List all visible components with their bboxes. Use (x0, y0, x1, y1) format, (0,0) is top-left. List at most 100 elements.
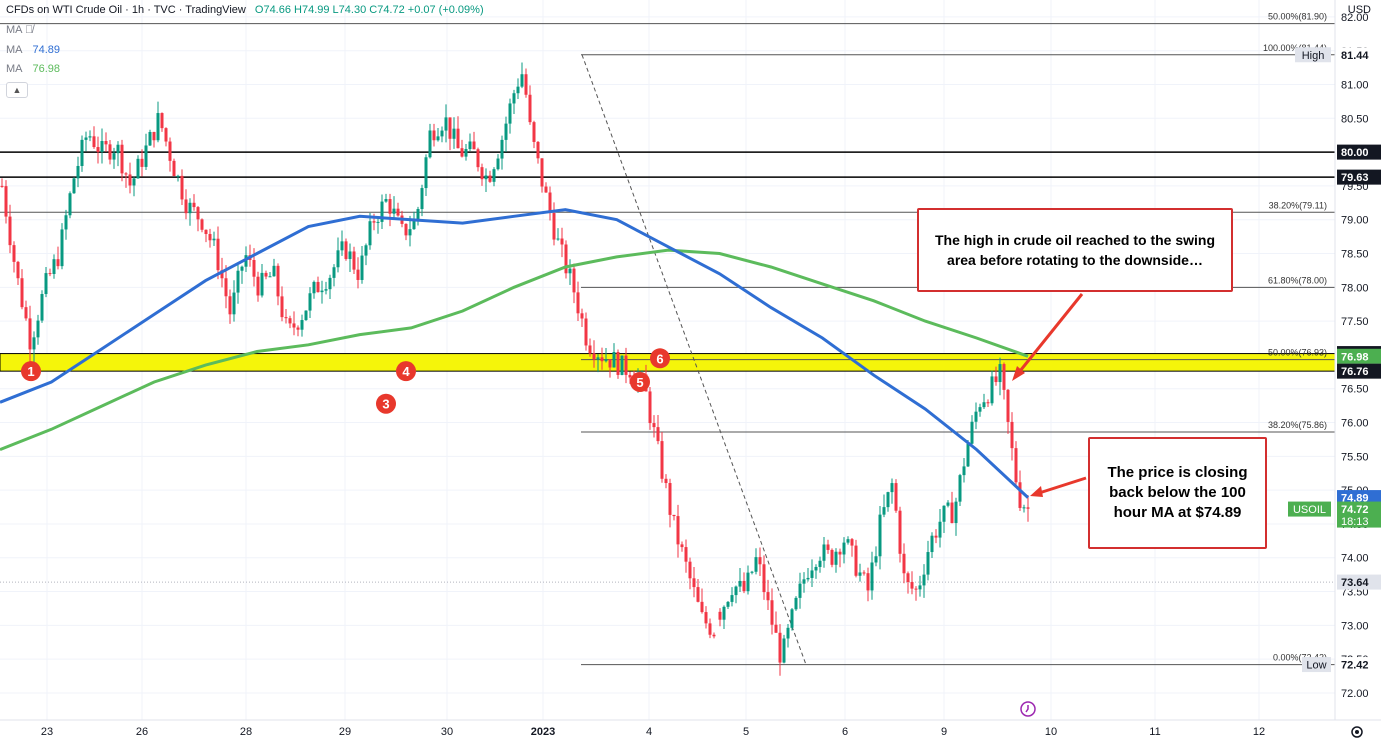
price-label-bg (1337, 47, 1381, 63)
candle-body (172, 160, 176, 177)
eye-off-icon[interactable]: 👁̸ (24, 24, 34, 36)
candle-body (866, 573, 870, 591)
candle-body (858, 572, 862, 576)
candle-body (922, 574, 926, 586)
candle-body (0, 185, 4, 187)
candle-body (220, 270, 224, 279)
indicator-ma-200[interactable]: MA 76.98 (6, 63, 61, 75)
candle-body (660, 441, 664, 479)
candle-body (770, 600, 774, 625)
alert-clock-icon[interactable] (1020, 701, 1036, 717)
candle-body (308, 293, 312, 311)
time-axis: 23 26 28 29 30 2023 4 5 6 9 10 11 12 (41, 726, 1265, 738)
candle-body (548, 192, 552, 214)
candle-body (970, 421, 974, 444)
candle-body (72, 178, 76, 194)
collapse-indicators-button[interactable]: ▲ (6, 82, 28, 98)
candle-body (388, 199, 392, 214)
candle-body (834, 551, 838, 565)
price-tag: USOIL (1293, 504, 1326, 516)
ma-100-line (0, 208, 1030, 499)
swing-markers: 1 3 4 56 (21, 348, 670, 414)
candle-body (846, 539, 850, 543)
candle-body (160, 113, 164, 129)
candle-body (424, 157, 428, 189)
currency-selector[interactable]: USD (1347, 4, 1371, 16)
candle-body (156, 113, 160, 141)
candle-body (540, 158, 544, 187)
candle-body (16, 261, 20, 279)
indicator-ma-1[interactable]: MA 👁̸ (6, 24, 34, 36)
swing-marker-6 (650, 348, 670, 369)
candle-body (456, 128, 460, 149)
candle-body (942, 505, 946, 522)
time-tick-label: 4 (646, 726, 652, 738)
candle-body (1018, 482, 1022, 508)
candle-body (730, 595, 734, 602)
price-tick-label: 82.00 (1341, 12, 1369, 24)
settings-gear-icon[interactable] (1351, 726, 1363, 738)
candle-body (556, 238, 560, 240)
candle-body (200, 219, 204, 230)
candle-body (504, 123, 508, 140)
time-tick-label: 28 (240, 726, 252, 738)
candle-body (894, 483, 898, 511)
candle-body (484, 175, 488, 180)
candle-body (472, 141, 476, 150)
price-tick-label: 77.50 (1341, 316, 1369, 328)
candle-body (176, 175, 180, 177)
candle-body (12, 245, 16, 262)
arrow-head (1012, 366, 1025, 381)
candle-body (568, 268, 572, 274)
candle-body (982, 402, 986, 408)
candle-body (120, 144, 124, 174)
candle-body (480, 167, 484, 180)
price-label: 76.76 (1341, 366, 1369, 378)
candle-body (580, 313, 584, 319)
candle-body (712, 634, 716, 637)
candle-body (460, 148, 464, 157)
candle-body (1010, 421, 1014, 449)
candle-body (280, 296, 284, 318)
candle-body (588, 345, 592, 354)
candle-body (32, 337, 36, 350)
time-tick-label: 6 (842, 726, 848, 738)
annotation-arrows (1012, 293, 1087, 497)
fibonacci-levels: 50.00%(81.90) 38.20%(79.11) 100.00%(81.44)… (0, 12, 1335, 666)
candle-body (746, 572, 750, 592)
candle-body (624, 355, 628, 375)
indicator-ma-100[interactable]: MA 74.89 (6, 44, 61, 56)
candle-body (620, 355, 624, 375)
candle-body (754, 557, 758, 572)
candle-body (4, 186, 8, 217)
candle-body (512, 93, 516, 104)
candle-body (52, 259, 56, 274)
candle-body (572, 268, 576, 293)
annotation-swing-high: The high in crude oil reached to the swi… (917, 208, 1233, 292)
candle-body (296, 327, 300, 330)
candle-body (696, 587, 700, 602)
time-tick-label: 9 (941, 726, 947, 738)
candle-body (524, 74, 528, 95)
candle-body (750, 571, 754, 573)
candle-body (520, 74, 524, 87)
candle-body (604, 359, 608, 362)
candle-body (742, 580, 746, 592)
price-label: 80.00 (1341, 147, 1369, 159)
symbol-title[interactable]: CFDs on WTI Crude Oil · 1h · TVC · Tradi… (6, 4, 246, 16)
candle-body (560, 238, 564, 245)
price-tag-bg (1295, 47, 1331, 63)
price-label-bg (1337, 657, 1381, 673)
candle-body (452, 128, 456, 139)
candle-body (428, 130, 432, 158)
candle-body (24, 307, 28, 319)
candle-body (870, 562, 874, 591)
candle-body (854, 545, 858, 576)
candle-body (648, 391, 652, 424)
candle-body (616, 351, 620, 375)
swing-marker-5 (630, 371, 650, 392)
candle-body (444, 117, 448, 131)
candle-body (212, 238, 216, 241)
candle-body (348, 251, 352, 259)
